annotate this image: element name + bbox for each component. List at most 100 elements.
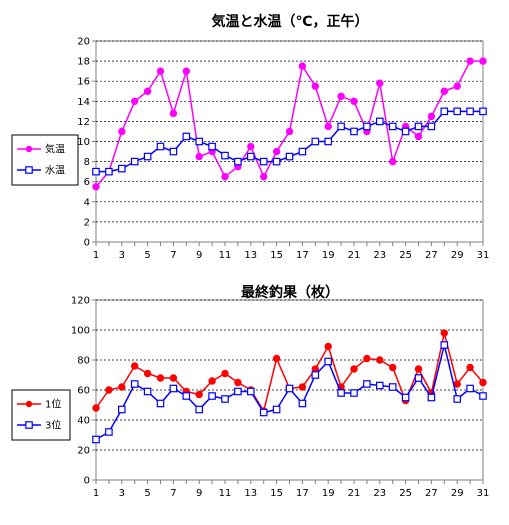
data-point [440, 341, 449, 349]
data-point [298, 399, 307, 408]
data-point [156, 399, 165, 408]
data-point [350, 365, 358, 373]
x-tick-label: 27 [425, 250, 438, 261]
x-tick-label: 15 [270, 488, 283, 499]
data-point [272, 354, 281, 363]
data-point [131, 362, 139, 370]
data-point [311, 371, 320, 379]
y-tick-label: 100 [71, 326, 90, 337]
x-tick-label: 3 [119, 250, 125, 261]
data-point [272, 405, 281, 414]
data-point [143, 369, 152, 378]
x-tick-label: 13 [244, 488, 257, 499]
data-point [401, 127, 410, 136]
data-point [182, 67, 191, 75]
data-point [479, 57, 487, 65]
x-tick-label: 31 [477, 250, 490, 261]
data-point [440, 329, 448, 337]
y-tick-label: 20 [77, 446, 90, 457]
data-point [453, 395, 462, 403]
x-tick-label: 17 [296, 488, 309, 499]
y-tick-label: 60 [77, 386, 90, 397]
chart-title-temperature: 気温と水温（℃，正午） [212, 13, 369, 30]
data-point [388, 122, 397, 131]
data-point [234, 378, 242, 387]
data-point [414, 365, 423, 373]
legend-label: 水温 [45, 165, 65, 177]
data-point [337, 122, 345, 131]
data-point [131, 97, 139, 106]
legend-label: 1位 [45, 398, 61, 411]
x-tick-label: 7 [170, 250, 176, 261]
data-point [221, 395, 229, 403]
data-point [130, 157, 139, 166]
legend-label: 3位 [45, 419, 61, 432]
data-point [234, 157, 242, 166]
data-point [221, 151, 229, 160]
y-tick-label: 120 [71, 296, 90, 307]
data-point [117, 164, 126, 173]
data-point [156, 142, 165, 151]
data-point [118, 127, 126, 136]
x-tick-label: 23 [373, 488, 386, 499]
y-tick-label: 20 [77, 37, 90, 48]
data-point [221, 369, 229, 378]
y-tick-label: 0 [84, 476, 90, 487]
data-point [466, 57, 474, 65]
x-tick-label: 19 [322, 488, 335, 499]
data-point [285, 384, 294, 393]
data-point [363, 122, 371, 131]
y-tick-label: 12 [77, 117, 90, 128]
data-point [92, 167, 100, 176]
y-tick-label: 4 [84, 197, 90, 208]
data-point [169, 109, 178, 118]
data-point [195, 390, 203, 399]
legend-label: 気温 [45, 143, 65, 156]
data-point [466, 107, 474, 116]
legend-box [11, 134, 79, 186]
data-point [324, 357, 333, 366]
y-tick-label: 0 [84, 238, 90, 249]
data-point [105, 167, 113, 176]
data-point [208, 142, 216, 151]
data-point [169, 374, 178, 382]
data-point [427, 122, 436, 131]
data-point [92, 435, 100, 444]
data-point [234, 387, 242, 396]
x-tick-label: 19 [322, 250, 335, 261]
data-point [105, 428, 113, 436]
series-line [95, 60, 483, 188]
x-tick-label: 29 [451, 250, 464, 261]
data-point [272, 147, 281, 156]
data-point [92, 183, 100, 191]
data-point [324, 122, 332, 131]
x-tick-label: 11 [219, 250, 232, 261]
x-tick-label: 21 [348, 250, 361, 261]
data-point [479, 107, 487, 116]
data-point [92, 404, 100, 412]
x-tick-label: 27 [425, 488, 438, 499]
data-point [376, 79, 384, 87]
data-point [298, 62, 307, 70]
data-point [401, 393, 410, 402]
x-tick-label: 11 [219, 488, 232, 499]
data-point [427, 112, 436, 121]
x-tick-label: 5 [144, 488, 150, 499]
y-tick-label: 6 [84, 177, 90, 188]
data-point [259, 157, 268, 166]
data-point [466, 363, 474, 372]
x-tick-label: 9 [196, 250, 202, 261]
data-point [259, 408, 268, 417]
x-tick-label: 7 [170, 488, 176, 499]
data-point [143, 87, 152, 95]
data-point [298, 147, 307, 156]
x-tick-label: 25 [399, 250, 412, 261]
data-point [440, 87, 448, 95]
data-point [453, 82, 461, 90]
data-point [324, 137, 333, 146]
data-point [195, 137, 204, 146]
data-point [156, 374, 165, 382]
data-point [247, 142, 255, 151]
x-tick-label: 17 [296, 250, 309, 261]
y-tick-label: 80 [77, 356, 90, 367]
